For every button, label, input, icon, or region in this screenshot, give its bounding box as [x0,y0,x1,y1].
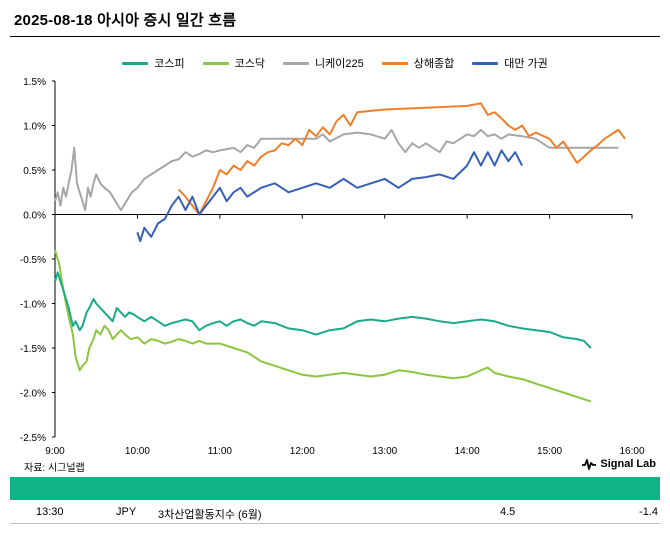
legend-label: 상해종합 [413,58,455,70]
x-tick-label: 14:00 [455,446,480,457]
row-previous: -1.4 [639,506,658,518]
chart-legend: 코스피 코스닥 니케이225 상해종합 대만 가권 [0,55,670,71]
legend-label: 대만 가권 [504,58,548,70]
legend-label: 코스피 [154,58,185,70]
y-tick-label: -0.5% [20,255,46,266]
y-tick-label: 0.5% [23,166,46,177]
legend-label: 코스닥 [234,58,265,70]
brand-name: Signal Lab [600,458,656,470]
x-tick-label: 15:00 [537,446,562,457]
series-line-taiex [136,149,523,243]
brand-logo: Signal Lab [582,458,656,470]
x-tick-label: 11:00 [208,446,233,457]
x-tick-label: 16:00 [619,446,644,457]
y-tick-label: 1.0% [23,122,46,133]
legend-swatch [381,61,408,65]
x-tick-label: 10:00 [125,446,150,457]
page-title: 2025-08-18 아시아 증시 일간 흐름 [14,12,237,29]
y-tick-label: -1.0% [20,300,46,311]
y-tick-label: -2.5% [20,433,46,444]
series-line-shanghai [177,102,626,216]
y-tick-label: -2.0% [20,389,46,400]
x-tick-label: 12:00 [290,446,315,457]
legend-item-nikkei: 니케이225 [283,55,364,71]
legend-swatch [283,61,309,65]
legend-swatch [122,61,149,65]
series-line-nikkei [54,128,619,212]
legend-item-kospi: 코스피 [122,55,185,71]
legend-item-taiex: 대만 가권 [472,55,548,71]
row-time: 13:30 [36,506,64,518]
source-note: 자료: 시그널랩 [24,463,85,474]
legend-swatch [202,61,229,65]
legend-item-shanghai: 상해종합 [381,55,455,71]
legend-item-kosdaq: 코스닥 [202,55,265,71]
x-tick-label: 13:00 [372,446,397,457]
y-tick-label: 0.0% [23,211,46,222]
row-currency: JPY [116,506,137,518]
y-tick-label: -1.5% [20,344,46,355]
legend-swatch [472,61,499,65]
series-line-kospi [54,271,592,349]
series-line-kosdaq [54,249,592,403]
row-value: 4.5 [500,506,516,518]
table-row: 13:30 JPY 3차산업활동지수 (6월) 4.5 -1.4 [10,501,660,524]
title-divider [10,36,660,37]
x-tick-label: 9:00 [45,446,65,457]
line-chart: -2.5% -2.0% -1.5% -1.0% -0.5% 0.0% 0.5% 1.0% 1.5… [20,77,645,457]
y-tick-label: 1.5% [23,77,46,88]
pulse-icon [582,459,597,470]
legend-label: 니케이225 [315,58,364,70]
calendar-header-bar [10,477,660,500]
row-indicator: 3차산업활동지수 (6월) [158,509,262,521]
